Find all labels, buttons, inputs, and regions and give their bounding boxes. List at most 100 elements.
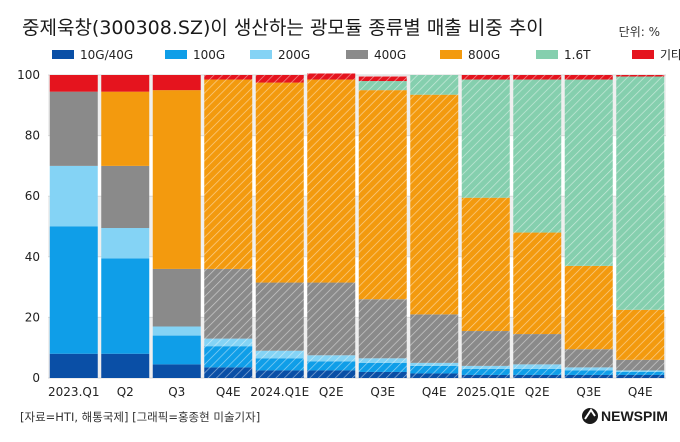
legend-swatch bbox=[346, 50, 368, 59]
legend-label: 800G bbox=[468, 48, 500, 62]
legend-label: 10G/40G bbox=[80, 48, 133, 62]
bar-stack bbox=[255, 75, 304, 378]
bar-segment bbox=[513, 75, 562, 80]
bar-segment bbox=[564, 75, 613, 80]
bar-segment bbox=[564, 367, 613, 371]
bar-segment bbox=[101, 75, 150, 92]
bar-segment bbox=[616, 370, 665, 372]
y-tick-label: 100 bbox=[17, 68, 40, 82]
bar-segment bbox=[410, 314, 459, 363]
legend-label: 200G bbox=[278, 48, 310, 62]
legend-item: 기타 bbox=[632, 48, 680, 62]
bar-segment bbox=[255, 82, 304, 283]
legend-label: 100G bbox=[193, 48, 225, 62]
bar-segment bbox=[101, 353, 150, 378]
legend-item: 10G/40G bbox=[52, 48, 133, 62]
bar-segment bbox=[358, 358, 407, 363]
bar-segment bbox=[255, 370, 304, 378]
bar-segment bbox=[461, 79, 510, 198]
legend-item: 1.6T bbox=[536, 48, 591, 62]
bar-segment bbox=[616, 371, 665, 375]
bar-segment bbox=[49, 165, 98, 227]
legend-swatch bbox=[250, 50, 272, 59]
legend-label: 400G bbox=[374, 48, 406, 62]
bar-stack bbox=[204, 75, 253, 378]
bar-segment bbox=[358, 76, 407, 82]
x-axis: 2023.Q1 Q2 Q3 Q4E 2024.Q1E Q2E Q3E Q4E 2025.Q1E Q… bbox=[48, 385, 653, 399]
x-tick-label: 2023.Q1 bbox=[48, 385, 99, 399]
brand-name: NEWSPIM bbox=[601, 408, 668, 424]
bar-segment bbox=[564, 79, 613, 266]
bar-segment bbox=[461, 365, 510, 369]
bar-segment bbox=[461, 374, 510, 378]
bar-segment bbox=[513, 79, 562, 233]
bar-segment bbox=[358, 362, 407, 372]
legend-item: 800G bbox=[440, 48, 500, 62]
bar-stack bbox=[307, 73, 356, 378]
x-tick-label: Q2E bbox=[319, 385, 344, 399]
bar-segment bbox=[49, 75, 98, 92]
bar-segment bbox=[307, 361, 356, 371]
bar-stack bbox=[461, 75, 510, 378]
y-tick-label: 20 bbox=[25, 310, 40, 324]
legend-swatch bbox=[632, 50, 654, 59]
bar-segment bbox=[49, 226, 98, 354]
bar-segment bbox=[358, 299, 407, 359]
x-tick-label: Q2 bbox=[117, 385, 134, 399]
bar-segment bbox=[204, 338, 253, 347]
bar-segment bbox=[255, 350, 304, 359]
bar-segment bbox=[513, 334, 562, 365]
bar-stack bbox=[616, 75, 665, 378]
legend-label: 기타 bbox=[660, 48, 680, 62]
y-tick-label: 80 bbox=[25, 129, 40, 143]
bar-segment bbox=[255, 358, 304, 371]
bar-segment bbox=[307, 73, 356, 80]
bar-segment bbox=[513, 368, 562, 375]
bar-segment bbox=[101, 165, 150, 229]
bar-segment bbox=[152, 75, 201, 91]
bar-stack bbox=[513, 75, 562, 378]
bar-segment bbox=[101, 258, 150, 354]
bar-segment bbox=[204, 268, 253, 339]
x-tick-label: Q3E bbox=[370, 385, 395, 399]
legend-label: 1.6T bbox=[564, 48, 591, 62]
y-tick-label: 60 bbox=[25, 189, 40, 203]
bar-segment bbox=[513, 374, 562, 378]
bar-segment bbox=[564, 374, 613, 378]
bar-segment bbox=[204, 367, 253, 378]
bar-segment bbox=[307, 282, 356, 356]
bar-segment bbox=[204, 75, 253, 80]
bar-segment bbox=[307, 355, 356, 362]
legend: 10G/40G 100G 200G 400G 800G 1.6T 기타 bbox=[52, 48, 680, 62]
legend-swatch bbox=[536, 50, 558, 59]
legend-item: 200G bbox=[250, 48, 310, 62]
bar-segment bbox=[358, 371, 407, 378]
bar-segment bbox=[358, 81, 407, 91]
x-tick-label: Q4E bbox=[216, 385, 241, 399]
bar-segment bbox=[358, 90, 407, 300]
bar-segment bbox=[461, 197, 510, 332]
bar-segment bbox=[152, 335, 201, 365]
bar-segment bbox=[307, 370, 356, 378]
bar-segment bbox=[49, 91, 98, 166]
brand-logo-mark bbox=[584, 408, 596, 420]
x-tick-label: Q4E bbox=[628, 385, 653, 399]
bar-segment bbox=[255, 282, 304, 351]
bar-segment bbox=[461, 368, 510, 375]
x-tick-label: 2024.Q1E bbox=[250, 385, 309, 399]
bar-segment bbox=[307, 79, 356, 283]
bar-segment bbox=[564, 265, 613, 350]
brand-logo-icon bbox=[582, 408, 598, 424]
bar-segment bbox=[564, 370, 613, 375]
bar-segment bbox=[616, 359, 665, 371]
x-tick-label: Q3 bbox=[168, 385, 185, 399]
bar-stack bbox=[49, 75, 98, 378]
y-axis: 0 20 40 60 80 100 bbox=[17, 68, 40, 385]
bar-stack bbox=[410, 75, 459, 378]
grid-band bbox=[48, 317, 666, 378]
bar-segment bbox=[204, 79, 253, 269]
bar-stack bbox=[358, 76, 407, 378]
brand-logo: NEWSPIM bbox=[582, 408, 668, 424]
x-tick-label: Q3E bbox=[576, 385, 601, 399]
